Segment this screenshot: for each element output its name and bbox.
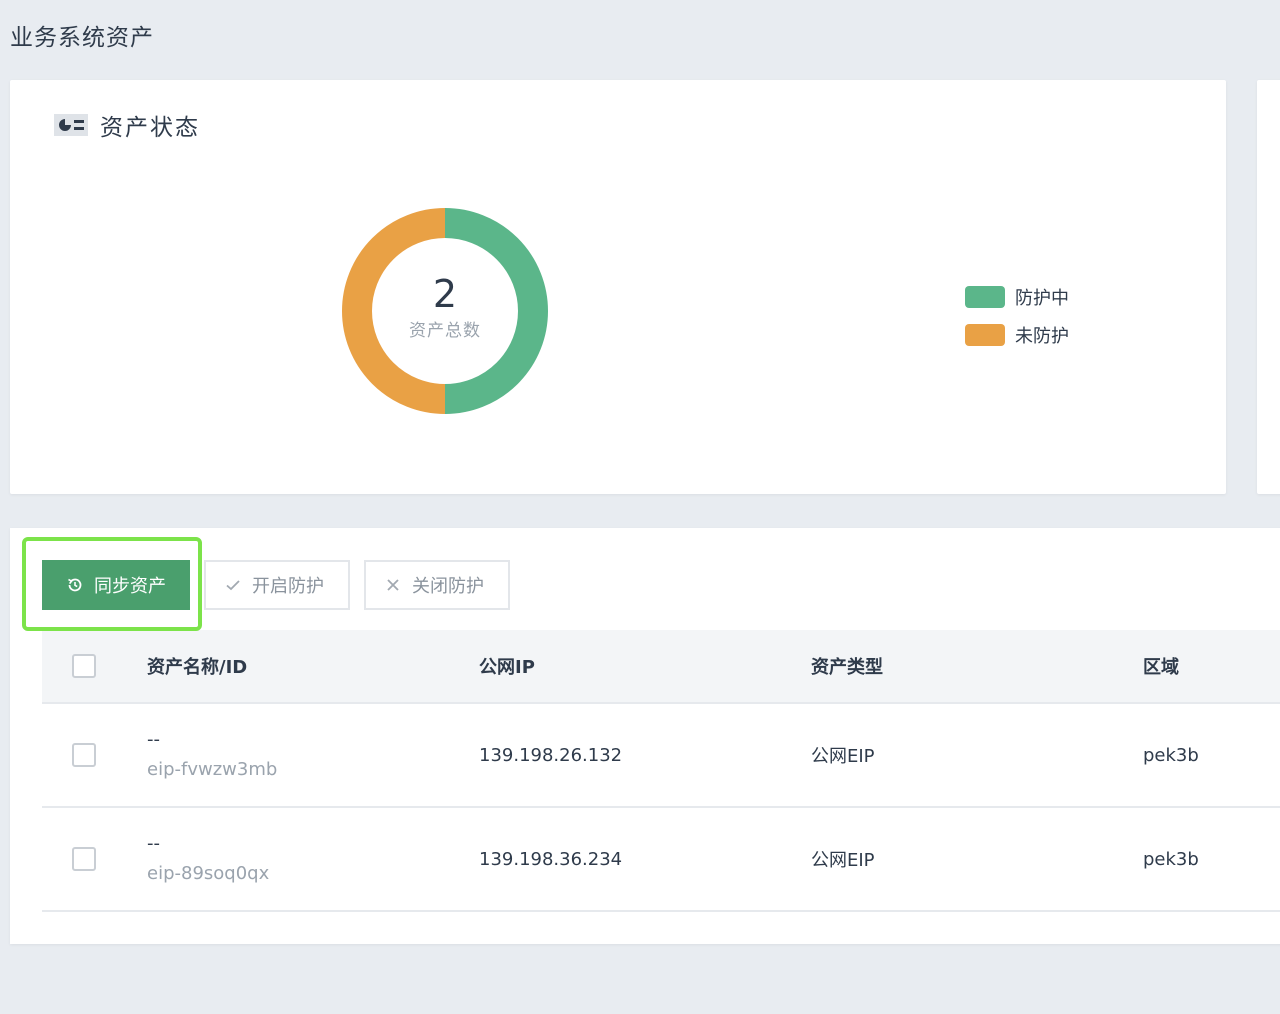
asset-type: 公网EIP xyxy=(811,850,875,871)
enable-protection-label: 开启防护 xyxy=(252,576,324,597)
asset-name: -- xyxy=(147,833,160,854)
asset-status-card: 资产状态 2 资产总数 防护中 未防护 xyxy=(10,80,1226,494)
donut-chart: 2 资产总数 xyxy=(340,206,550,416)
legend-label-unprotected: 未防护 xyxy=(1015,326,1069,347)
card-title: 资产状态 xyxy=(100,115,200,141)
dashboard-icon xyxy=(54,114,88,136)
column-header-ip[interactable]: 公网IP xyxy=(479,657,535,678)
legend-item-unprotected: 未防护 xyxy=(965,316,1069,354)
region: pek3b xyxy=(1143,848,1199,870)
asset-name: -- xyxy=(147,729,160,750)
column-header-name[interactable]: 资产名称/ID xyxy=(147,657,248,678)
table-row[interactable]: -- eip-89soq0qx 139.198.36.234 公网EIP pek… xyxy=(42,808,1280,912)
check-icon xyxy=(226,580,240,591)
asset-table: 资产名称/ID 公网IP 资产类型 区域 -- eip-fvwzw3mb 139… xyxy=(42,630,1280,912)
asset-type: 公网EIP xyxy=(811,746,875,767)
toolbar: 同步资产 开启防护 关闭防护 xyxy=(42,560,510,610)
row-checkbox[interactable] xyxy=(72,847,96,871)
column-header-type[interactable]: 资产类型 xyxy=(811,657,883,678)
donut-svg xyxy=(342,208,548,414)
sync-button-highlight xyxy=(22,537,202,631)
donut-total-value: 2 xyxy=(432,271,458,316)
table-header: 资产名称/ID 公网IP 资产类型 区域 xyxy=(42,630,1280,704)
donut-center: 2 资产总数 xyxy=(340,206,550,416)
sync-assets-button[interactable]: 同步资产 xyxy=(42,560,190,610)
disable-protection-button[interactable]: 关闭防护 xyxy=(364,560,510,610)
history-icon xyxy=(68,578,82,592)
asset-id[interactable]: eip-89soq0qx xyxy=(147,863,270,884)
card-header: 资产状态 xyxy=(54,108,200,142)
region: pek3b xyxy=(1143,744,1199,766)
sync-assets-label: 同步资产 xyxy=(94,576,166,597)
column-header-region[interactable]: 区域 xyxy=(1143,657,1179,678)
legend-item-protected: 防护中 xyxy=(965,278,1069,316)
page-title: 业务系统资产 xyxy=(10,25,154,51)
donut-slice-protected xyxy=(444,208,548,414)
table-row[interactable]: -- eip-fvwzw3mb 139.198.26.132 公网EIP pek… xyxy=(42,704,1280,808)
side-card xyxy=(1257,80,1280,494)
asset-name-cell: -- eip-fvwzw3mb xyxy=(147,725,479,785)
asset-id[interactable]: eip-fvwzw3mb xyxy=(147,759,278,780)
public-ip: 139.198.36.234 xyxy=(479,848,623,870)
disable-protection-label: 关闭防护 xyxy=(412,576,484,597)
public-ip: 139.198.26.132 xyxy=(479,744,623,766)
donut-slice-unprotected xyxy=(342,208,446,414)
legend-swatch-unprotected xyxy=(965,324,1005,346)
asset-name-cell: -- eip-89soq0qx xyxy=(147,829,479,889)
enable-protection-button[interactable]: 开启防护 xyxy=(204,560,350,610)
select-all-checkbox[interactable] xyxy=(72,654,96,678)
chart-legend: 防护中 未防护 xyxy=(965,278,1069,354)
donut-total-label: 资产总数 xyxy=(409,320,481,341)
asset-table-card: 同步资产 开启防护 关闭防护 资产名称/ID 公网IP 资产类型 区域 -- xyxy=(10,528,1280,944)
legend-swatch-protected xyxy=(965,286,1005,308)
legend-label-protected: 防护中 xyxy=(1015,288,1069,309)
close-icon xyxy=(387,579,399,591)
row-checkbox[interactable] xyxy=(72,743,96,767)
